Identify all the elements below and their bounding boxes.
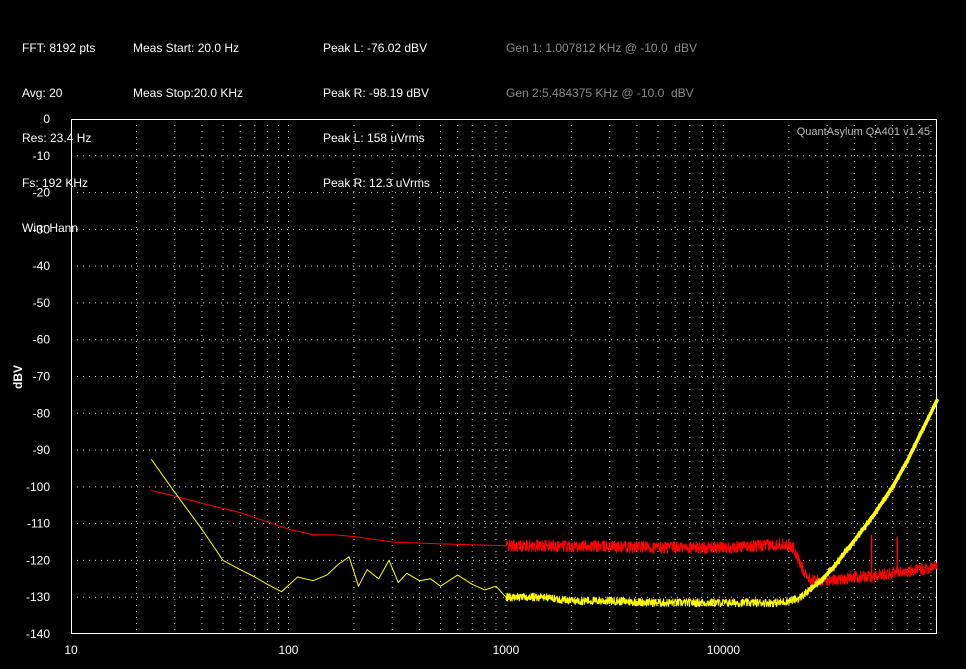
y-tick-label: -120 — [26, 553, 50, 567]
tick-labels: 0 -10 -20 -30 -40 -50 -60 -70 -80 -90 -100 -110 -120… — [26, 112, 740, 657]
sample-rate: Fs: 192 KHz — [22, 176, 89, 190]
peak-right-dbv: Peak R: -98.19 dBV — [323, 86, 430, 100]
grid — [71, 119, 937, 634]
y-tick-label: 0 — [43, 112, 50, 126]
watermark: QuantAsylum QA401 v1.45 — [797, 126, 930, 138]
series-red-line — [151, 490, 938, 587]
y-tick-label: -40 — [33, 259, 51, 273]
resolution: Res: 23.4 Hz — [22, 131, 92, 145]
y-tick-label: -130 — [26, 590, 50, 604]
peak-right-uvrms: Peak R: 12.3 uVrms — [323, 176, 430, 190]
series-yellow-line — [150, 400, 938, 608]
y-tick-label: -60 — [33, 333, 51, 347]
y-tick-label: -80 — [33, 406, 51, 420]
series-yellow-rise — [808, 398, 939, 592]
generator-settings: Gen 1: 1.007812 KHz @ -10.0 dBV Gen 2:5.… — [506, 11, 697, 116]
y-tick-label: -100 — [26, 480, 50, 494]
fft-points: FFT: 8192 pts — [22, 41, 96, 55]
x-tick-label: 10000 — [707, 643, 741, 657]
gen1-setting: Gen 1: 1.007812 KHz @ -10.0 dBV — [506, 41, 697, 55]
peak-left-dbv: Peak L: -76.02 dBV — [323, 41, 428, 55]
y-tick-label: -50 — [33, 296, 51, 310]
averages: Avg: 20 — [22, 86, 63, 100]
window-function: Win: Hann — [22, 221, 79, 235]
x-tick-label: 10 — [64, 643, 78, 657]
y-axis-label: dBV — [11, 365, 25, 389]
peak-left-uvrms: Peak L: 158 uVrms — [323, 131, 425, 145]
y-tick-label: -140 — [26, 627, 50, 641]
series-layer — [150, 398, 939, 608]
y-tick-label: -20 — [33, 186, 51, 200]
meas-start: Meas Start: 20.0 Hz — [133, 41, 240, 55]
y-tick-label: -30 — [33, 222, 51, 236]
y-tick-label: -90 — [33, 443, 51, 457]
plot-frame — [71, 119, 937, 634]
peak-readouts: Peak L: -76.02 dBV Peak R: -98.19 dBV Pe… — [323, 11, 430, 206]
x-tick-label: 1000 — [493, 643, 520, 657]
fft-settings: FFT: 8192 pts Avg: 20 Res: 23.4 Hz Fs: 1… — [22, 11, 95, 251]
gen2-setting: Gen 2:5.484375 KHz @ -10.0 dBV — [506, 86, 694, 100]
y-tick-label: -10 — [33, 149, 51, 163]
y-tick-label: -110 — [27, 517, 50, 531]
measurement-range: Meas Start: 20.0 Hz Meas Stop:20.0 KHz — [133, 11, 243, 116]
meas-stop: Meas Stop:20.0 KHz — [133, 86, 244, 100]
x-tick-label: 100 — [278, 643, 298, 657]
y-tick-label: -70 — [33, 370, 51, 384]
